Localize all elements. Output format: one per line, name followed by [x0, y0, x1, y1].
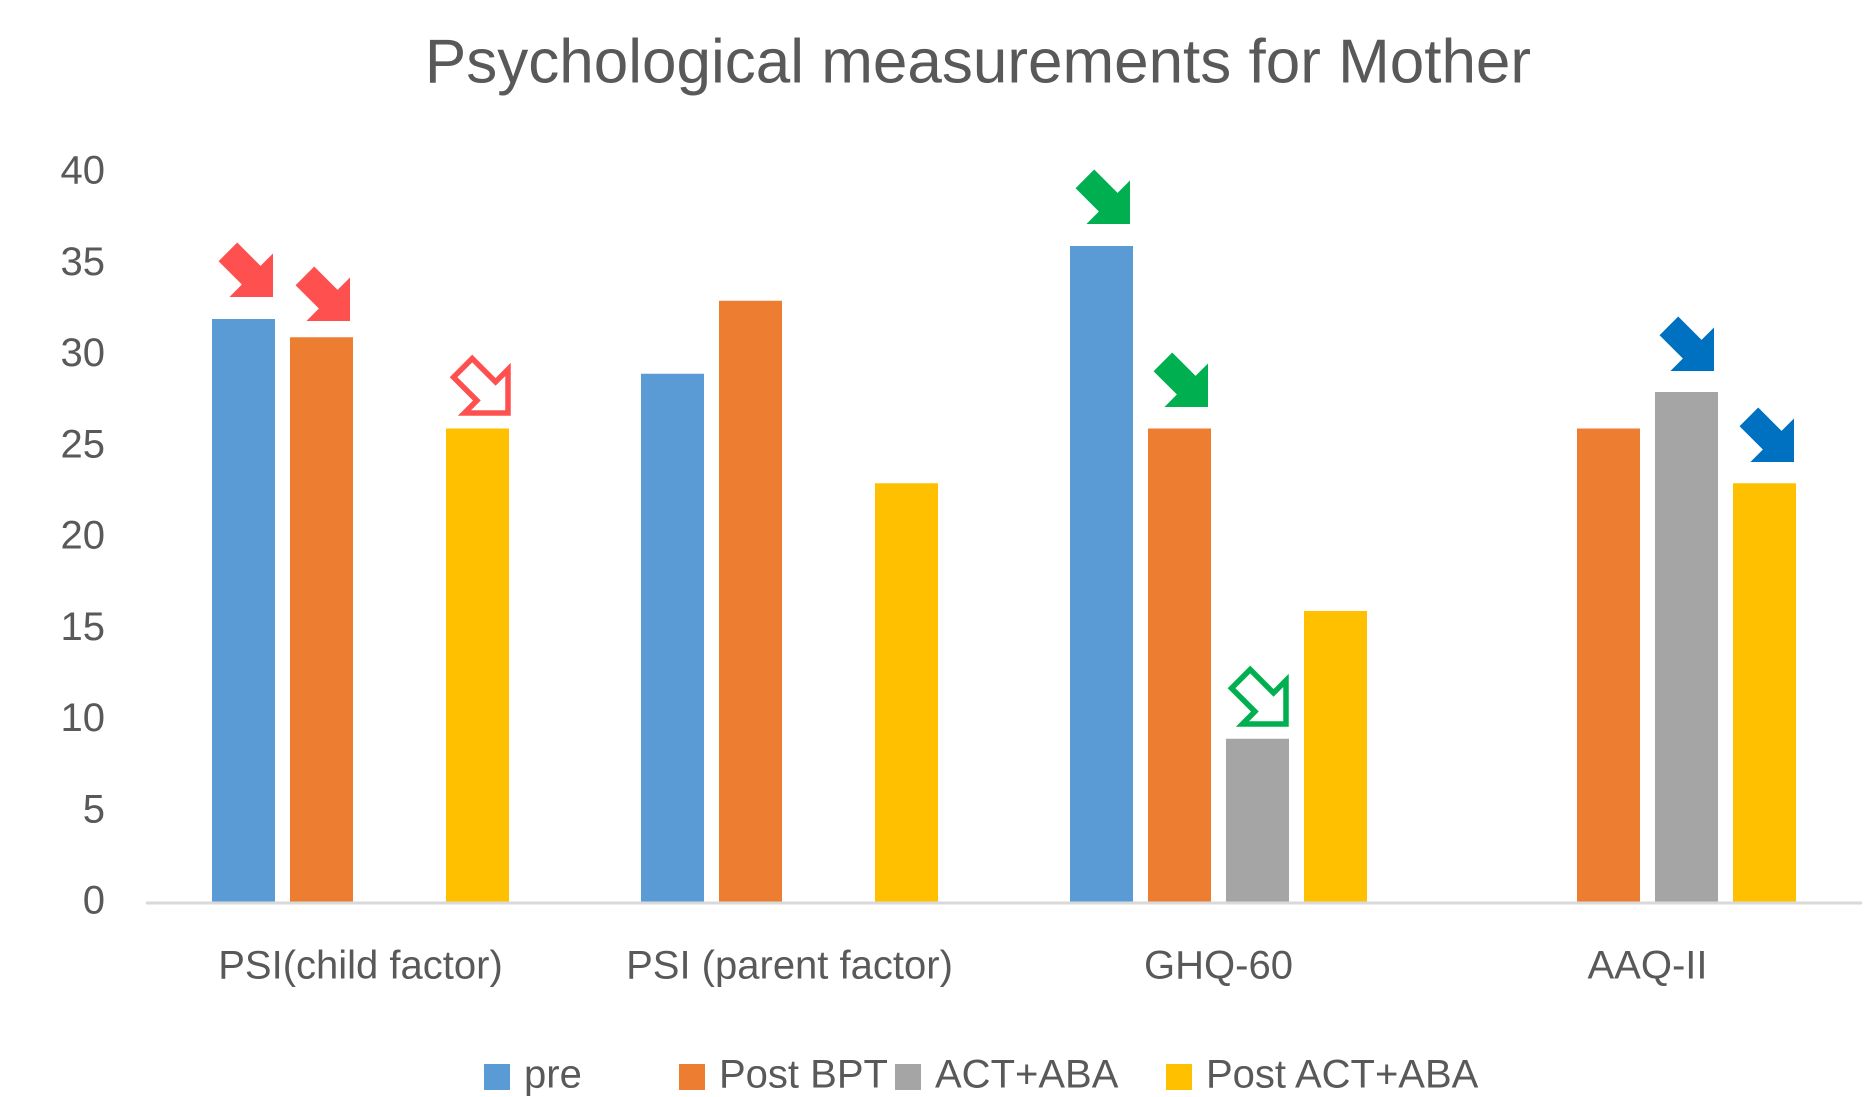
y-tick-label: 10	[61, 696, 106, 740]
legend-swatch	[484, 1064, 510, 1090]
legend-swatch	[1166, 1064, 1192, 1090]
arrow	[1659, 316, 1714, 371]
bar	[1655, 392, 1718, 903]
y-tick-label: 15	[61, 605, 106, 649]
arrow	[295, 266, 350, 321]
arrow	[218, 242, 273, 297]
bar	[446, 428, 509, 903]
arrow	[1153, 352, 1208, 407]
bar	[1304, 611, 1367, 903]
y-tick-label: 40	[61, 149, 106, 193]
x-tick-label: PSI(child factor)	[218, 944, 503, 988]
arrow	[1739, 407, 1794, 462]
bar	[1226, 738, 1289, 903]
legend-label: Post BPT	[719, 1053, 888, 1097]
annotation-arrows	[218, 169, 1794, 727]
bar	[290, 337, 353, 903]
y-tick-label: 35	[61, 240, 106, 284]
x-tick-label: GHQ-60	[1144, 944, 1293, 988]
bar	[875, 483, 938, 903]
x-tick-label: PSI (parent factor)	[626, 944, 953, 988]
bar	[1733, 483, 1796, 903]
bar	[1070, 246, 1133, 903]
legend-label: Post ACT+ABA	[1206, 1053, 1479, 1097]
chart-title: Psychological measurements for Mother	[425, 27, 1531, 96]
x-tick-label: AAQ-II	[1587, 944, 1707, 988]
y-tick-label: 5	[83, 787, 105, 831]
legend-label: ACT+ABA	[935, 1053, 1119, 1097]
arrow	[449, 354, 511, 416]
y-tick-label: 0	[83, 879, 105, 923]
y-tick-label: 30	[61, 331, 106, 375]
legend-swatch	[895, 1064, 921, 1090]
bar	[641, 373, 704, 903]
arrow	[1075, 169, 1130, 224]
bar	[212, 319, 275, 903]
bar	[719, 300, 782, 903]
bar	[1148, 428, 1211, 903]
bar	[1577, 428, 1640, 903]
legend-swatch	[679, 1064, 705, 1090]
y-tick-label: 20	[61, 514, 106, 558]
legend-label: pre	[524, 1053, 582, 1097]
y-tick-label: 25	[61, 422, 106, 466]
arrow	[1227, 665, 1289, 727]
